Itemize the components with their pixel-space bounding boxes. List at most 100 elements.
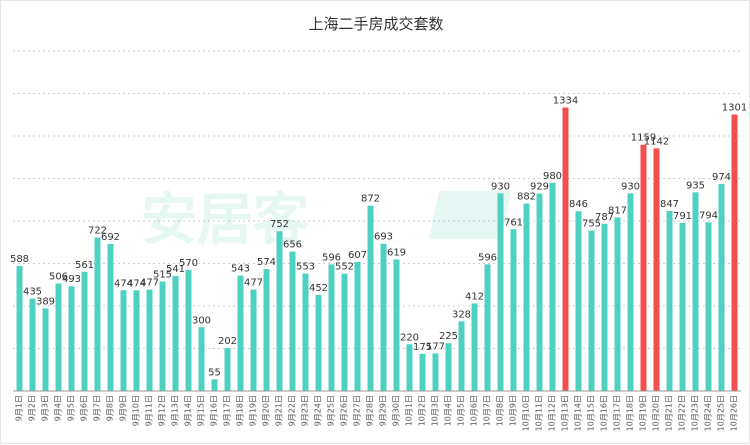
bar (146, 289, 153, 391)
bar-value-label: 607 (348, 250, 367, 261)
x-tick-label: 10月25日 (717, 395, 726, 431)
x-tick-labels: 9月1日 9月2日 9月3日 9月4日 9月5日 9月6日 9月7日 9月8日 9月9日 9月10… (15, 395, 739, 431)
bar-value-label: 596 (322, 252, 341, 263)
x-tick-label: 10月22日 (678, 395, 687, 431)
bar (367, 205, 374, 391)
bar (302, 273, 309, 391)
x-tick-label: 10月18日 (626, 395, 635, 431)
bar (718, 184, 725, 391)
bar (627, 193, 634, 392)
x-tick-label: 9月11日 (145, 395, 154, 426)
bar-value-label: 574 (257, 257, 276, 268)
chart-title: 上海二手房成交套数 (308, 15, 444, 33)
bar (640, 144, 647, 391)
x-tick-label: 9月20日 (262, 395, 271, 426)
x-tick-label: 9月30日 (392, 395, 401, 426)
bar-value-label: 847 (660, 199, 679, 210)
x-tick-label: 10月15日 (587, 395, 596, 431)
bar-value-label: 515 (153, 270, 172, 281)
x-tick-label: 10月7日 (483, 395, 492, 426)
x-tick-label: 10月21日 (665, 395, 674, 431)
bar (432, 353, 439, 391)
bar (237, 275, 244, 391)
bar (523, 203, 530, 391)
bar (29, 298, 36, 391)
bar (666, 211, 673, 391)
bar (653, 148, 660, 391)
bar-value-label: 202 (218, 336, 237, 347)
bar-value-label: 846 (569, 199, 588, 210)
x-tick-label: 9月26日 (340, 395, 349, 426)
bar (172, 276, 179, 391)
bar-value-label: 930 (491, 181, 510, 192)
bar (601, 223, 608, 391)
bar (68, 286, 75, 391)
bar-value-label: 561 (75, 260, 94, 271)
bar-value-label: 588 (10, 254, 29, 265)
bar (289, 251, 296, 391)
x-tick-label: 9月23日 (301, 395, 310, 426)
bar-value-label: 220 (400, 332, 419, 343)
x-tick-label: 9月5日 (67, 395, 76, 421)
x-tick-label: 10月19日 (639, 395, 648, 431)
bar-value-label: 929 (530, 182, 549, 193)
bar-value-label: 722 (88, 226, 107, 237)
bar (406, 344, 413, 391)
bar-value-label: 656 (283, 240, 302, 251)
bar-value-label: 1159 (631, 133, 656, 144)
x-tick-label: 9月4日 (54, 395, 63, 421)
bar (198, 327, 205, 391)
bar-value-label: 980 (543, 171, 562, 182)
bar (341, 273, 348, 391)
x-tick-label: 9月25日 (327, 395, 336, 426)
x-tick-label: 10月3日 (431, 395, 440, 426)
x-tick-label: 9月7日 (93, 395, 102, 421)
bar (120, 290, 127, 391)
bar (107, 243, 114, 391)
bar-value-label: 541 (166, 264, 185, 275)
x-tick-label: 9月6日 (80, 395, 89, 421)
x-tick-label: 10月10日 (522, 395, 531, 431)
bar-value-label: 328 (452, 309, 471, 320)
x-tick-label: 9月16日 (210, 395, 219, 426)
x-tick-label: 9月3日 (41, 395, 50, 421)
watermark: 安居客 (141, 188, 511, 253)
x-tick-label: 10月13日 (561, 395, 570, 431)
bar (81, 271, 88, 391)
bar (575, 211, 582, 391)
bar-value-label: 177 (426, 341, 445, 352)
bar (94, 237, 101, 391)
x-tick-label: 10月24日 (704, 395, 713, 431)
bar (263, 269, 270, 391)
x-tick-label: 10月12日 (548, 395, 557, 431)
bar (354, 262, 361, 391)
bar-value-label: 761 (504, 217, 523, 228)
bar-value-label: 543 (231, 264, 250, 275)
value-labels: 5884353895064935617226924744744775155415… (10, 96, 747, 379)
x-tick-label: 9月28日 (366, 395, 375, 426)
bar-value-label: 1334 (553, 96, 578, 107)
x-tick-label: 10月4日 (444, 395, 453, 426)
x-tick-label: 10月17日 (613, 395, 622, 431)
bar-value-label: 930 (621, 181, 640, 192)
bar-value-label: 596 (478, 252, 497, 263)
bar-value-label: 817 (608, 205, 627, 216)
bar (185, 269, 192, 392)
x-tick-label: 9月27日 (353, 395, 362, 426)
bar-value-label: 693 (374, 232, 393, 243)
x-tick-label: 9月14日 (184, 395, 193, 426)
bar-value-label: 755 (582, 219, 601, 230)
x-tick-label: 10月9日 (509, 395, 518, 426)
x-tick-label: 9月29日 (379, 395, 388, 426)
x-tick-label: 10月16日 (600, 395, 609, 431)
bar-value-label: 435 (23, 287, 42, 298)
bar (133, 290, 140, 391)
bar-value-label: 225 (439, 331, 458, 342)
bar-value-label: 791 (673, 211, 692, 222)
bar (393, 259, 400, 391)
bar (380, 243, 387, 391)
x-tick-label: 10月14日 (574, 395, 583, 431)
bar (55, 283, 62, 391)
bar (497, 193, 504, 392)
